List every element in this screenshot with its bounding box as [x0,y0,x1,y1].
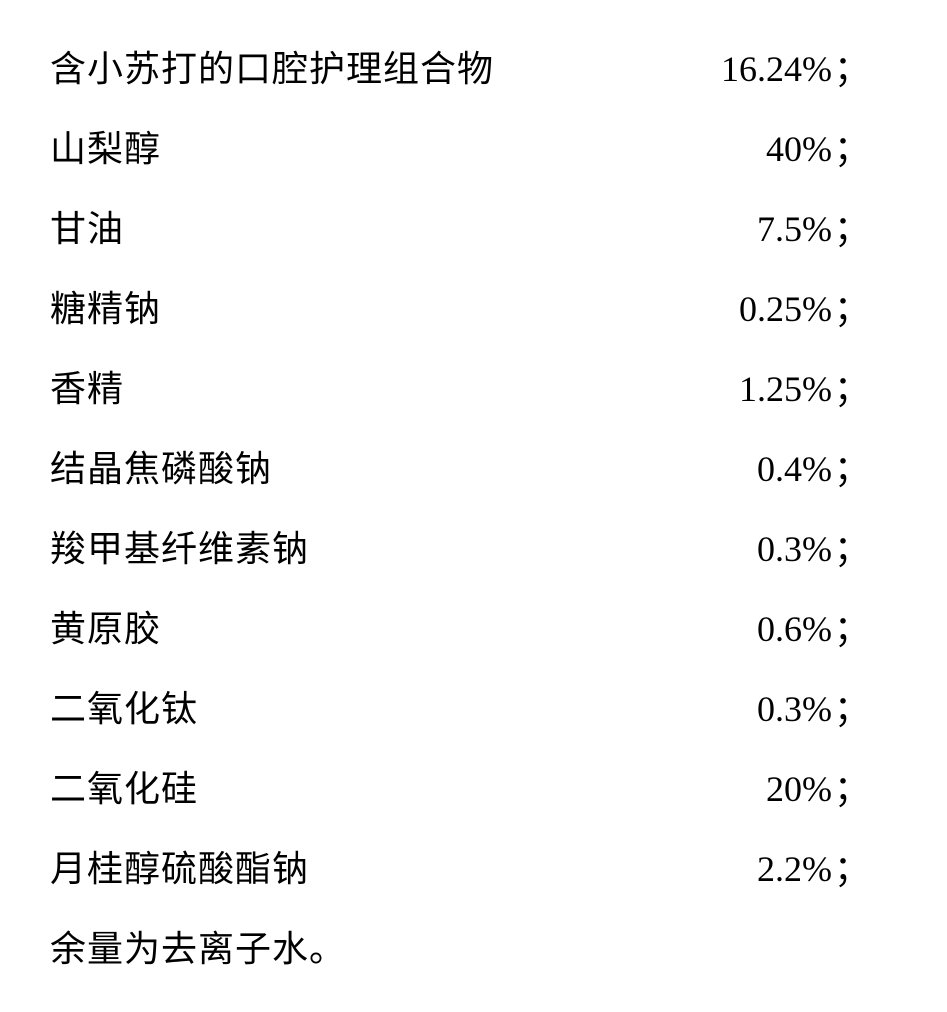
ingredient-label: 黄原胶 [50,600,161,652]
ingredient-value-wrapper: 0.3% ； [757,680,870,732]
ingredient-label: 结晶焦磷酸钠 [50,440,272,492]
ingredient-label: 香精 [50,360,124,412]
ingredient-value: 1.25% [739,368,832,410]
ingredient-value: 7.5% [757,208,832,250]
ingredient-label: 糖精钠 [50,280,161,332]
ingredient-row: 山梨醇 40% ； [50,120,870,172]
ingredient-list: 含小苏打的口腔护理组合物 16.24% ； 山梨醇 40% ； 甘油 7.5% … [50,40,870,972]
semicolon: ； [834,760,870,812]
ingredient-value: 0.3% [757,688,832,730]
semicolon: ； [834,120,870,172]
ingredient-label: 二氧化钛 [50,680,198,732]
semicolon: ； [834,40,870,92]
semicolon: ； [834,840,870,892]
ingredient-value-wrapper: 0.4% ； [757,440,870,492]
ingredient-value-wrapper: 7.5% ； [757,200,870,252]
ingredient-row: 香精 1.25% ； [50,360,870,412]
ingredient-label: 山梨醇 [50,120,161,172]
semicolon: ； [834,520,870,572]
ingredient-value-wrapper: 0.25% ； [739,280,870,332]
ingredient-row: 含小苏打的口腔护理组合物 16.24% ； [50,40,870,92]
ingredient-value-wrapper: 0.3% ； [757,520,870,572]
ingredient-row: 月桂醇硫酸酯钠 2.2% ； [50,840,870,892]
ingredient-value: 0.25% [739,288,832,330]
semicolon: ； [834,360,870,412]
ingredient-row: 羧甲基纤维素钠 0.3% ； [50,520,870,572]
footer-text: 余量为去离子水。 [50,920,870,972]
ingredient-value: 16.24% [721,48,832,90]
ingredient-value: 20% [766,768,832,810]
ingredient-row: 黄原胶 0.6% ； [50,600,870,652]
ingredient-row: 二氧化钛 0.3% ； [50,680,870,732]
semicolon: ； [834,680,870,732]
ingredient-value: 0.3% [757,528,832,570]
semicolon: ； [834,280,870,332]
ingredient-value: 2.2% [757,848,832,890]
ingredient-row: 结晶焦磷酸钠 0.4% ； [50,440,870,492]
ingredient-value-wrapper: 0.6% ； [757,600,870,652]
ingredient-value-wrapper: 40% ； [766,120,870,172]
semicolon: ； [834,600,870,652]
ingredient-value: 0.6% [757,608,832,650]
ingredient-value: 40% [766,128,832,170]
semicolon: ； [834,440,870,492]
ingredient-label: 含小苏打的口腔护理组合物 [50,40,494,92]
ingredient-value-wrapper: 16.24% ； [721,40,870,92]
semicolon: ； [834,200,870,252]
ingredient-label: 二氧化硅 [50,760,198,812]
ingredient-value-wrapper: 2.2% ； [757,840,870,892]
ingredient-label: 甘油 [50,200,124,252]
ingredient-row: 二氧化硅 20% ； [50,760,870,812]
ingredient-value-wrapper: 1.25% ； [739,360,870,412]
ingredient-label: 羧甲基纤维素钠 [50,520,309,572]
ingredient-row: 甘油 7.5% ； [50,200,870,252]
ingredient-value: 0.4% [757,448,832,490]
ingredient-value-wrapper: 20% ； [766,760,870,812]
ingredient-row: 糖精钠 0.25% ； [50,280,870,332]
ingredient-label: 月桂醇硫酸酯钠 [50,840,309,892]
